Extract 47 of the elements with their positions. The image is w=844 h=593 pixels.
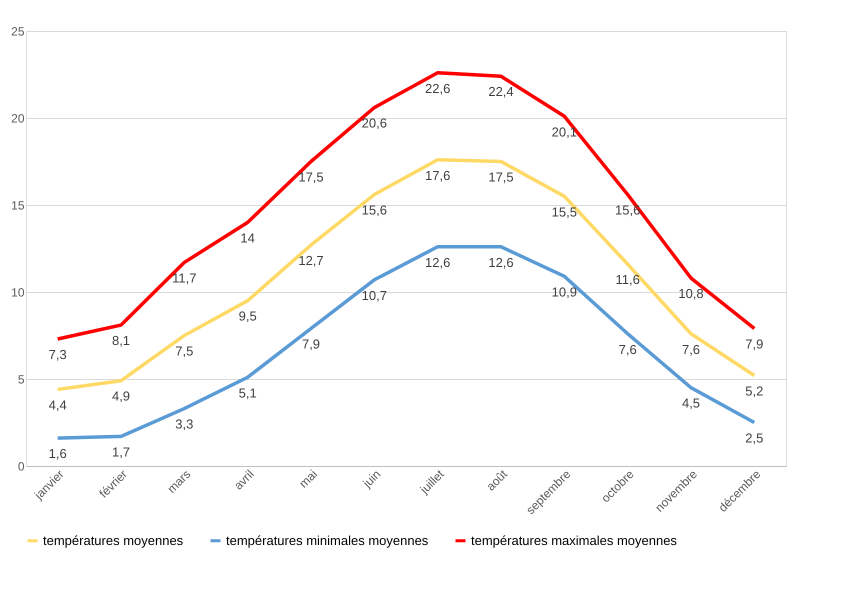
data-label: 10,8	[678, 286, 704, 302]
data-label: 15,6	[362, 202, 387, 218]
data-label: 4,9	[112, 388, 130, 404]
data-label: 7,9	[745, 336, 764, 352]
data-label: 1,6	[48, 446, 67, 462]
data-label: 12,7	[298, 253, 324, 268]
x-tick-label: août	[484, 466, 510, 494]
data-label: 7,3	[48, 346, 67, 362]
data-label: 7,6	[682, 342, 700, 357]
y-tick-label: 20	[11, 112, 25, 126]
data-label: 10,9	[552, 284, 577, 300]
data-label: 4,5	[682, 396, 700, 411]
y-tick-label: 15	[11, 198, 25, 212]
legend-label: températures moyennes	[43, 532, 184, 548]
data-label: 2,5	[745, 430, 764, 446]
y-tick-label: 5	[18, 372, 25, 386]
data-label: 22,4	[488, 84, 514, 100]
data-label: 14	[240, 230, 255, 246]
data-label: 7,5	[175, 344, 194, 358]
data-label: 11,7	[172, 270, 197, 286]
data-label: 3,3	[175, 416, 194, 432]
data-label: 20,1	[552, 124, 577, 140]
data-label: 5,2	[745, 384, 764, 399]
data-label: 17,5	[298, 170, 324, 184]
data-label: 8,1	[112, 333, 130, 348]
legend-label: températures minimales moyennes	[226, 532, 429, 548]
y-tick-label: 10	[11, 286, 25, 300]
data-label: 7,9	[302, 336, 320, 352]
data-label: 4,4	[48, 397, 67, 412]
data-label: 20,6	[362, 116, 387, 131]
data-label: 22,6	[425, 80, 450, 96]
data-label: 10,7	[362, 288, 387, 303]
data-label: 5,1	[238, 385, 257, 400]
x-tick-label: mai	[296, 467, 320, 491]
data-label: 11,6	[615, 272, 640, 288]
x-tick-label: juin	[360, 467, 384, 491]
data-label: 12,6	[488, 254, 514, 270]
data-label: 1,7	[112, 444, 130, 460]
data-label: 7,6	[618, 342, 637, 357]
data-label: 9,5	[238, 308, 257, 324]
data-label: 15,5	[552, 204, 577, 220]
y-tick-label: 25	[11, 24, 25, 38]
legend-label: températures maximales moyennes	[471, 532, 678, 548]
y-tick-label: 0	[18, 460, 25, 474]
data-label: 17,5	[488, 170, 514, 184]
data-label: 12,6	[425, 254, 450, 270]
data-label: 17,6	[425, 168, 450, 183]
